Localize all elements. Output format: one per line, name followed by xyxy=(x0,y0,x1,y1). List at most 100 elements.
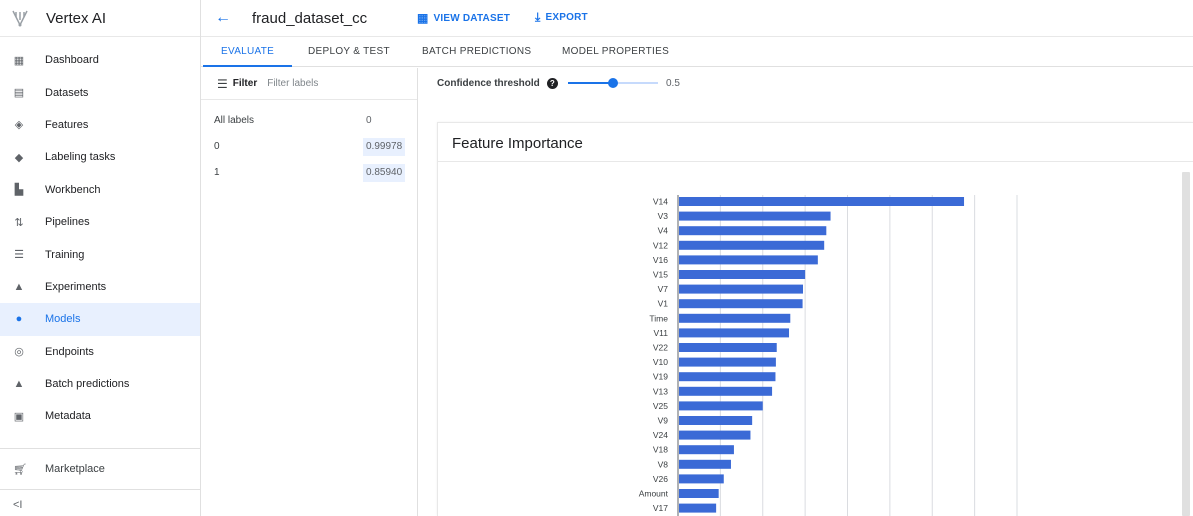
features-icon: ◈ xyxy=(13,119,25,131)
sidebar-item-label: Training xyxy=(45,249,84,261)
vertex-ai-logo-icon xyxy=(12,9,28,27)
bar-v3[interactable] xyxy=(679,212,831,221)
bar-v12[interactable] xyxy=(679,241,824,250)
sidebar-item-experiments[interactable]: ▲ Experiments xyxy=(0,271,200,303)
card-divider xyxy=(438,161,1193,162)
bar-v1[interactable] xyxy=(679,299,803,308)
slider-fill xyxy=(568,82,613,84)
slider-thumb[interactable] xyxy=(608,78,618,88)
category-label: V11 xyxy=(654,328,669,338)
bar-v15[interactable] xyxy=(679,270,805,279)
card-title: Feature Importance xyxy=(452,135,583,152)
category-label: V7 xyxy=(658,284,669,294)
category-label: V17 xyxy=(653,503,668,513)
bar-v26[interactable] xyxy=(679,474,724,483)
card-scrollbar[interactable] xyxy=(1182,172,1190,516)
bar-v4[interactable] xyxy=(679,226,826,235)
export-label: EXPORT xyxy=(546,12,588,23)
view-dataset-button[interactable]: ▦ VIEW DATASET xyxy=(417,11,510,25)
tab-evaluate[interactable]: EVALUATE xyxy=(221,37,274,67)
sidebar-item-workbench[interactable]: ▙ Workbench xyxy=(0,174,200,206)
category-label: V22 xyxy=(653,343,668,353)
bar-v18[interactable] xyxy=(679,445,734,454)
category-label: V12 xyxy=(653,240,668,250)
bar-v14[interactable] xyxy=(679,197,964,206)
filter-bar: ☰ Filter xyxy=(201,68,417,100)
sidebar-item-batch-predictions[interactable]: ▲ Batch predictions xyxy=(0,368,200,400)
sidebar-item-label: Models xyxy=(45,313,80,325)
back-arrow-icon[interactable]: ← xyxy=(215,9,233,27)
bar-v7[interactable] xyxy=(679,285,803,294)
bar-time[interactable] xyxy=(679,314,790,323)
bar-v25[interactable] xyxy=(679,401,763,410)
bar-v11[interactable] xyxy=(679,328,789,337)
brand[interactable]: Vertex AI xyxy=(0,0,200,37)
dashboard-icon: ▦ xyxy=(13,54,25,66)
sidebar-item-endpoints[interactable]: ◎ Endpoints xyxy=(0,336,200,368)
confidence-threshold-label: Confidence threshold xyxy=(437,78,540,89)
bar-v19[interactable] xyxy=(679,372,775,381)
category-label: V24 xyxy=(653,430,668,440)
label-name: 1 xyxy=(214,167,220,178)
help-icon[interactable]: ? xyxy=(547,78,558,89)
bar-v16[interactable] xyxy=(679,255,818,264)
sidebar-item-label: Batch predictions xyxy=(45,378,129,390)
sidebar-item-datasets[interactable]: ▤ Datasets xyxy=(0,76,200,108)
sidebar-item-label: Workbench xyxy=(45,184,100,196)
label-icon: ◆ xyxy=(13,151,25,163)
confidence-threshold: Confidence threshold ? xyxy=(437,76,558,90)
tab-batch-predictions[interactable]: BATCH PREDICTIONS xyxy=(422,37,531,67)
table-icon: ▦ xyxy=(417,11,429,25)
pipelines-icon: ⇅ xyxy=(13,216,25,228)
bar-v22[interactable] xyxy=(679,343,777,352)
category-label: V10 xyxy=(653,357,668,367)
collapse-sidebar-icon[interactable]: <I xyxy=(13,499,22,511)
sidebar-item-label: Labeling tasks xyxy=(45,151,115,163)
sidebar-item-marketplace[interactable]: 🛒︎ Marketplace xyxy=(0,453,200,485)
category-label: V19 xyxy=(653,372,668,382)
notebook-icon: ▙ xyxy=(13,184,25,196)
bar-amount[interactable] xyxy=(679,489,719,498)
label-row-0[interactable]: 0 0.99978 xyxy=(201,138,417,156)
category-label: V4 xyxy=(658,226,669,236)
app-name: Vertex AI xyxy=(46,10,106,27)
view-dataset-label: VIEW DATASET xyxy=(434,13,510,24)
sidebar-item-labeling-tasks[interactable]: ◆ Labeling tasks xyxy=(0,141,200,173)
label-row-1[interactable]: 1 0.85940 xyxy=(201,164,417,182)
sidebar-item-features[interactable]: ◈ Features xyxy=(0,109,200,141)
category-label: V1 xyxy=(658,299,669,309)
filter-labels-input[interactable] xyxy=(267,78,387,89)
confidence-slider[interactable] xyxy=(568,82,658,84)
bar-v10[interactable] xyxy=(679,358,776,367)
cart-icon: 🛒︎ xyxy=(13,463,25,476)
category-label: Time xyxy=(649,313,668,323)
sidebar-item-label: Dashboard xyxy=(45,54,99,66)
label-value: 0.99978 xyxy=(363,138,405,156)
sidebar-item-label: Features xyxy=(45,119,88,131)
category-label: V9 xyxy=(658,416,669,426)
bar-v24[interactable] xyxy=(679,431,750,440)
sidebar-item-label: Endpoints xyxy=(45,346,94,358)
sidebar-divider xyxy=(0,448,200,449)
feature-importance-chart: V14V3V4V12V16V15V7V1TimeV11V22V10V19V13V… xyxy=(437,190,1177,516)
sidebar-nav: ▦ Dashboard ▤ Datasets ◈ Features ◆ Labeling ta… xyxy=(0,37,200,433)
experiments-icon: ▲ xyxy=(13,281,25,293)
tab-model-properties[interactable]: MODEL PROPERTIES xyxy=(562,37,669,67)
bar-v8[interactable] xyxy=(679,460,731,469)
sidebar-item-training[interactable]: ☰ Training xyxy=(0,238,200,270)
sidebar-item-pipelines[interactable]: ⇅ Pipelines xyxy=(0,206,200,238)
category-label: V26 xyxy=(653,474,668,484)
sidebar-item-models[interactable]: ● Models xyxy=(0,303,200,335)
page-header: ← fraud_dataset_cc ▦ VIEW DATASET ⤓ EXPO… xyxy=(201,0,1193,37)
tab-deploy-test[interactable]: DEPLOY & TEST xyxy=(308,37,390,67)
sidebar-item-metadata[interactable]: ▣ Metadata xyxy=(0,400,200,432)
sidebar-item-label: Metadata xyxy=(45,410,91,422)
category-label: V3 xyxy=(658,211,669,221)
label-value: 0.85940 xyxy=(363,164,405,182)
sidebar-item-dashboard[interactable]: ▦ Dashboard xyxy=(0,44,200,76)
export-button[interactable]: ⤓ EXPORT xyxy=(535,10,588,25)
bar-v9[interactable] xyxy=(679,416,752,425)
label-row-all[interactable]: All labels 0 xyxy=(201,112,417,130)
bar-v17[interactable] xyxy=(679,504,716,513)
bar-v13[interactable] xyxy=(679,387,772,396)
